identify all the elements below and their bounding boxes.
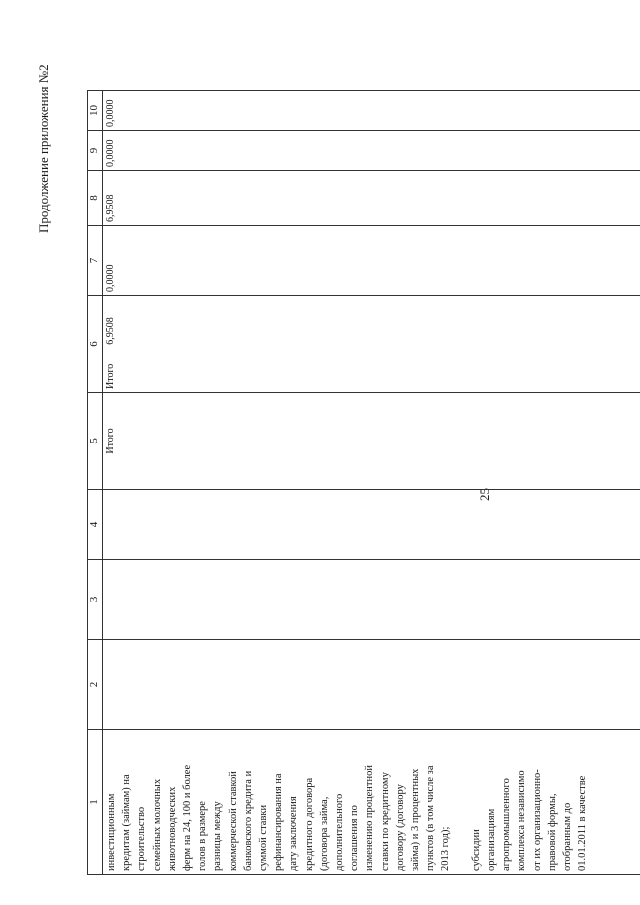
description-line: банковского кредита и [242, 770, 254, 871]
data-table: 1 2 3 4 5 6 7 8 9 10 инвестиционным креди… [87, 90, 640, 875]
cell-description: инвестиционным кредитам (займам) на строит… [102, 729, 640, 875]
cell-col6-label: Итого [105, 363, 116, 389]
description-line: суммой ставки [258, 804, 270, 871]
appendix-title: Продолжение приложения №2 [36, 64, 51, 233]
col-header-2: 2 [87, 639, 103, 730]
cell-col5: Итого [102, 392, 640, 490]
col-header-10: 10 [87, 90, 103, 131]
col-header-6: 6 [87, 295, 103, 393]
cell-col8: 6,9508 [102, 170, 640, 226]
description-line: дополнительного [334, 793, 346, 871]
description-line: договору (договору [394, 784, 406, 871]
description-line: ферм на 24, 100 и более [182, 764, 194, 871]
description-line: кредитам (займам) на [121, 774, 133, 871]
cell-col4 [102, 489, 640, 560]
cell-col3 [102, 559, 640, 640]
description-line: коммерческой ставкой [227, 771, 239, 871]
col-header-4: 4 [87, 489, 103, 560]
col-header-9: 9 [87, 130, 103, 171]
col-header-7: 7 [87, 225, 103, 296]
description-line: кредитного договора [303, 777, 315, 871]
description-line: пунктов (в том числе за [425, 765, 437, 871]
col-header-5: 5 [87, 392, 103, 490]
description-line: отобранным до [562, 802, 574, 871]
description-line: животноводческих [166, 786, 178, 871]
cell-col9: 0,0000 [102, 130, 640, 171]
description-line: инвестиционным [106, 793, 117, 871]
table-row: инвестиционным кредитам (займам) на строит… [102, 90, 640, 875]
description-line: организациям [486, 808, 498, 871]
col-header-8: 8 [87, 170, 103, 226]
description-line: голов в размере [197, 801, 209, 871]
description-line: агропромышленного [501, 778, 513, 871]
description-line: комплекса независимо [516, 770, 528, 871]
cell-col10: 0,0000 [102, 90, 640, 131]
header-row: 1 2 3 4 5 6 7 8 9 10 [87, 90, 103, 875]
description-line: соглашения по [349, 805, 361, 871]
col-header-3: 3 [87, 559, 103, 640]
description-line: субсидии [470, 829, 482, 871]
description-line: займа) и 3 процентных [410, 768, 422, 871]
cell-col7: 0,0000 [102, 225, 640, 296]
description-line: дату заключения [288, 796, 300, 871]
description-line: строительство [136, 806, 148, 871]
description-line: семейных молочных [151, 778, 163, 871]
cell-col2 [102, 639, 640, 730]
description-line: изменению процентной [364, 764, 376, 871]
description-line [454, 733, 469, 871]
description-line: правовой формы, [546, 793, 558, 871]
description-line: 01.01.2011 в качестве [577, 775, 589, 871]
description-line: 2013 год); [440, 826, 452, 871]
description-line: разницы между [212, 801, 224, 871]
cell-col6: Итого 6,9508 [102, 295, 640, 393]
description-line: (договора займа, [318, 796, 330, 871]
description-line: рефинансирования на [273, 773, 285, 871]
col-header-1: 1 [87, 729, 103, 875]
description-line: от их организационно- [531, 769, 543, 871]
cell-col6-value: 6,9508 [105, 317, 116, 345]
description-line: ставки по кредитному [379, 772, 391, 871]
